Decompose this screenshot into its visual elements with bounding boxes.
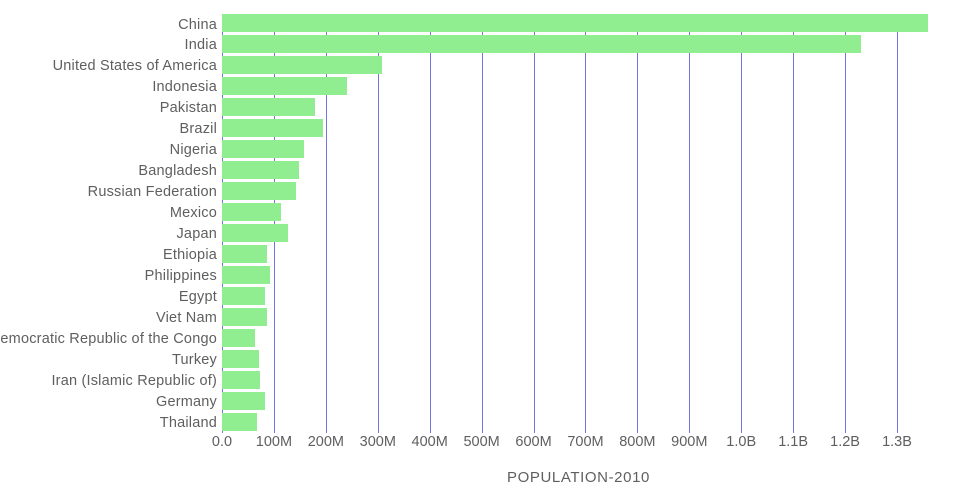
category-label: Philippines <box>144 267 217 284</box>
x-tick-label: 300M <box>359 434 396 450</box>
gridline <box>897 14 898 433</box>
gridline <box>481 14 483 433</box>
bar <box>222 98 315 117</box>
gridline <box>273 14 275 433</box>
x-tick-label: 500M <box>463 434 500 450</box>
x-tick-label: 400M <box>411 434 448 450</box>
category-label: China <box>178 16 217 33</box>
category-label: Brazil <box>179 121 217 138</box>
gridline <box>689 14 691 433</box>
x-axis-title: POPULATION-2010 <box>507 469 650 486</box>
gridline <box>429 14 431 433</box>
category-label: Viet Nam <box>156 309 217 326</box>
x-tick-label: 900M <box>671 434 708 450</box>
gridline <box>325 14 327 433</box>
gridline <box>637 14 639 433</box>
x-tick-label: 600M <box>515 434 552 450</box>
x-tick-label: 0.0 <box>211 434 233 450</box>
category-label: Bangladesh <box>138 163 217 180</box>
gridline <box>585 14 587 433</box>
category-label: Democratic Republic of the Congo <box>0 330 217 347</box>
category-label: Iran (Islamic Republic of) <box>51 372 217 389</box>
x-tick-label: 1.1B <box>778 434 809 450</box>
category-label: India <box>184 37 217 54</box>
x-tick-label: 100M <box>255 434 293 450</box>
category-label: United States of America <box>52 58 217 75</box>
bar <box>222 244 267 263</box>
category-label: Japan <box>176 226 217 242</box>
bar <box>222 307 267 326</box>
x-tick-label: 700M <box>567 434 604 450</box>
gridline <box>222 14 223 433</box>
category-label: Thailand <box>159 414 217 431</box>
category-label: Pakistan <box>159 100 217 117</box>
category-label: Germany <box>155 393 217 410</box>
bar <box>222 14 928 33</box>
category-label: Ethiopia <box>163 246 217 263</box>
x-tick-label: 1.0B <box>726 434 757 450</box>
x-tick-label: 200M <box>307 434 344 450</box>
category-label: Mexico <box>169 205 217 222</box>
bar <box>222 119 323 138</box>
bar <box>222 412 257 431</box>
x-tick-label: 1.2B <box>830 434 860 450</box>
bar <box>222 328 255 347</box>
gridline <box>377 14 379 433</box>
category-label: Egypt <box>178 288 217 305</box>
bar <box>222 265 270 284</box>
bar <box>222 161 299 180</box>
gridline <box>793 14 795 433</box>
bar <box>222 286 265 305</box>
category-label: Nigeria <box>169 142 217 159</box>
gridline <box>845 14 847 433</box>
category-label: Indonesia <box>152 79 217 96</box>
x-tick-label: 1.3B <box>882 434 912 450</box>
bar <box>222 140 304 159</box>
x-tick-label: 800M <box>619 434 656 450</box>
gridline <box>533 14 535 433</box>
bar <box>222 391 265 410</box>
category-label: Russian Federation <box>87 184 217 201</box>
bar <box>222 56 382 75</box>
gridline <box>741 14 743 433</box>
bar <box>222 223 288 242</box>
bar <box>222 182 296 201</box>
bar <box>222 203 281 222</box>
bar <box>222 370 260 389</box>
category-label: Turkey <box>172 351 217 368</box>
bar <box>222 77 347 96</box>
bar <box>222 349 259 368</box>
bar <box>222 35 861 54</box>
